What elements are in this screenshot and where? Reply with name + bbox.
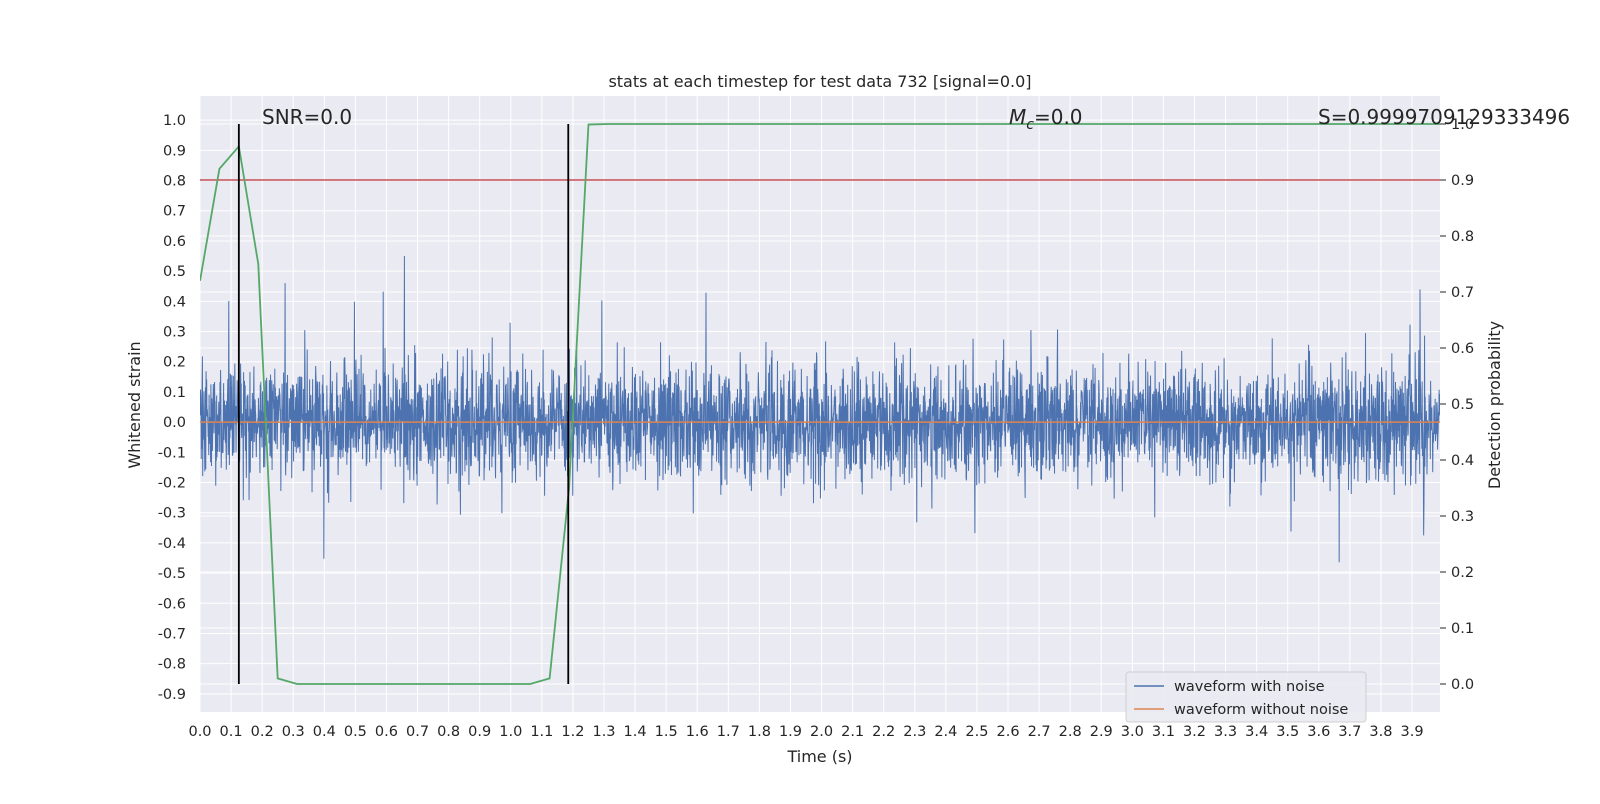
x-tick-label: 0.9 [468, 724, 491, 740]
chart-title: stats at each timestep for test data 732… [608, 72, 1031, 91]
x-tick-label: 3.4 [1245, 724, 1268, 740]
y2-tick-label: 0.7 [1451, 285, 1474, 301]
x-tick-label: 1.7 [717, 724, 740, 740]
y-tick-label: 0.5 [163, 264, 186, 280]
mc-annotation: Mc=0.0 [1009, 105, 1083, 133]
y-tick-label: 0.7 [163, 204, 186, 220]
y-tick-label: -0.5 [158, 566, 186, 582]
x-tick-label: 0.2 [251, 724, 274, 740]
y2-tick-label: 0.2 [1451, 565, 1474, 581]
mc-subscript: c [1026, 117, 1034, 133]
y-tick-label: 0.8 [163, 174, 186, 190]
y2-tick-label: 1.0 [1451, 117, 1474, 133]
x-tick-label: 3.9 [1400, 724, 1423, 740]
x-tick-label: 3.7 [1338, 724, 1361, 740]
x-tick-label: 2.5 [965, 724, 988, 740]
legend-label-noise: waveform with noise [1174, 679, 1325, 695]
x-tick-label: 2.9 [1090, 724, 1113, 740]
y-tick-label: -0.1 [158, 445, 186, 461]
y2-tick-label: 0.9 [1451, 173, 1474, 189]
y-tick-label: -0.6 [158, 596, 186, 612]
x-tick-label: 1.4 [624, 724, 647, 740]
y-tick-label: 0.6 [163, 234, 186, 250]
x-tick-label: 0.1 [220, 724, 243, 740]
y2-tick-label: 0.5 [1451, 397, 1474, 413]
x-tick-label: 3.2 [1183, 724, 1206, 740]
x-tick-label: 2.1 [841, 724, 864, 740]
legend: waveform with noise waveform without noi… [1125, 671, 1367, 723]
y-tick-label: 1.0 [163, 113, 186, 129]
x-tick-label: 1.2 [561, 724, 584, 740]
x-tick-label: 0.5 [344, 724, 367, 740]
x-tick-label: 3.3 [1214, 724, 1237, 740]
y-tick-label: -0.4 [158, 536, 186, 552]
x-tick-label: 1.6 [686, 724, 709, 740]
legend-label-clean: waveform without noise [1174, 702, 1348, 718]
y-tick-label: 0.4 [163, 294, 186, 310]
y2-tick-label: 0.4 [1451, 453, 1474, 469]
x-tick-label: 3.8 [1369, 724, 1392, 740]
lines-layer [200, 123, 1440, 685]
snr-annotation: SNR=0.0 [262, 105, 352, 129]
grid [199, 96, 1440, 712]
x-tick-label: 2.8 [1059, 724, 1082, 740]
x-tick-label: 3.6 [1307, 724, 1330, 740]
x-tick-label: 1.8 [748, 724, 771, 740]
y2-tick-label: 0.8 [1451, 229, 1474, 245]
x-tick-label: 1.5 [655, 724, 678, 740]
series-waveform-with-noise [200, 255, 1440, 563]
y-tick-label: 0.2 [163, 355, 186, 371]
x-tick-label: 0.0 [188, 724, 211, 740]
noise-layer [200, 255, 1440, 563]
legend-box [1125, 671, 1367, 723]
x-tick-label: 0.7 [406, 724, 429, 740]
y-tick-label: -0.8 [158, 657, 186, 673]
y2-axis-label: Detection probability [1485, 321, 1504, 489]
mc-symbol: M [1009, 105, 1026, 129]
x-tick-label: 0.6 [375, 724, 398, 740]
y2-tick-label: 0.1 [1451, 621, 1474, 637]
y2-tick-label: 0.3 [1451, 509, 1474, 525]
x-axis-label: Time (s) [786, 747, 852, 766]
x-tick-label: 1.0 [499, 724, 522, 740]
x-tick-label: 2.4 [934, 724, 957, 740]
x-tick-label: 2.7 [1028, 724, 1051, 740]
y-tick-label: -0.9 [158, 687, 186, 703]
mc-value: =0.0 [1034, 105, 1083, 129]
y-tick-label: -0.2 [158, 476, 186, 492]
y-axis-label: Whitened strain [125, 341, 144, 468]
y-tick-label: -0.7 [158, 626, 186, 642]
x-tick-label: 1.1 [530, 724, 553, 740]
x-ticks: 0.0 0.1 0.2 0.3 0.4 0.5 0.6 0.7 0.8 0.9 1.0 1.1 1.2 1… [188, 724, 1423, 740]
series-detection-probability [200, 123, 1440, 685]
x-tick-label: 2.2 [872, 724, 895, 740]
x-tick-label: 3.1 [1152, 724, 1175, 740]
x-tick-label: 1.3 [592, 724, 615, 740]
y-tick-label: -0.3 [158, 506, 186, 522]
x-tick-label: 2.0 [810, 724, 833, 740]
y2-tick-label: 0.6 [1451, 341, 1474, 357]
x-tick-label: 3.5 [1276, 724, 1299, 740]
y2-ticks: 1.0 0.9 0.8 0.7 0.6 0.5 0.4 0.3 0.2 0.1 0.0 [1440, 117, 1474, 693]
x-tick-label: 2.6 [996, 724, 1019, 740]
x-tick-label: 0.3 [282, 724, 305, 740]
x-tick-label: 1.9 [779, 724, 802, 740]
x-tick-label: 3.0 [1121, 724, 1144, 740]
y-tick-label: 0.0 [163, 415, 186, 431]
s-annotation: S=0.9999709129333496 [1318, 105, 1570, 129]
x-tick-label: 2.3 [903, 724, 926, 740]
y-tick-label: 0.3 [163, 325, 186, 341]
y-ticks: 1.0 0.9 0.8 0.7 0.6 0.5 0.4 0.3 0.2 0.1 0.0 -0.1 -0.… [158, 113, 186, 703]
y2-tick-label: 0.0 [1451, 677, 1474, 693]
y-tick-label: 0.1 [163, 385, 186, 401]
x-tick-label: 0.8 [437, 724, 460, 740]
y-tick-label: 0.9 [163, 143, 186, 159]
x-tick-label: 0.4 [313, 724, 336, 740]
